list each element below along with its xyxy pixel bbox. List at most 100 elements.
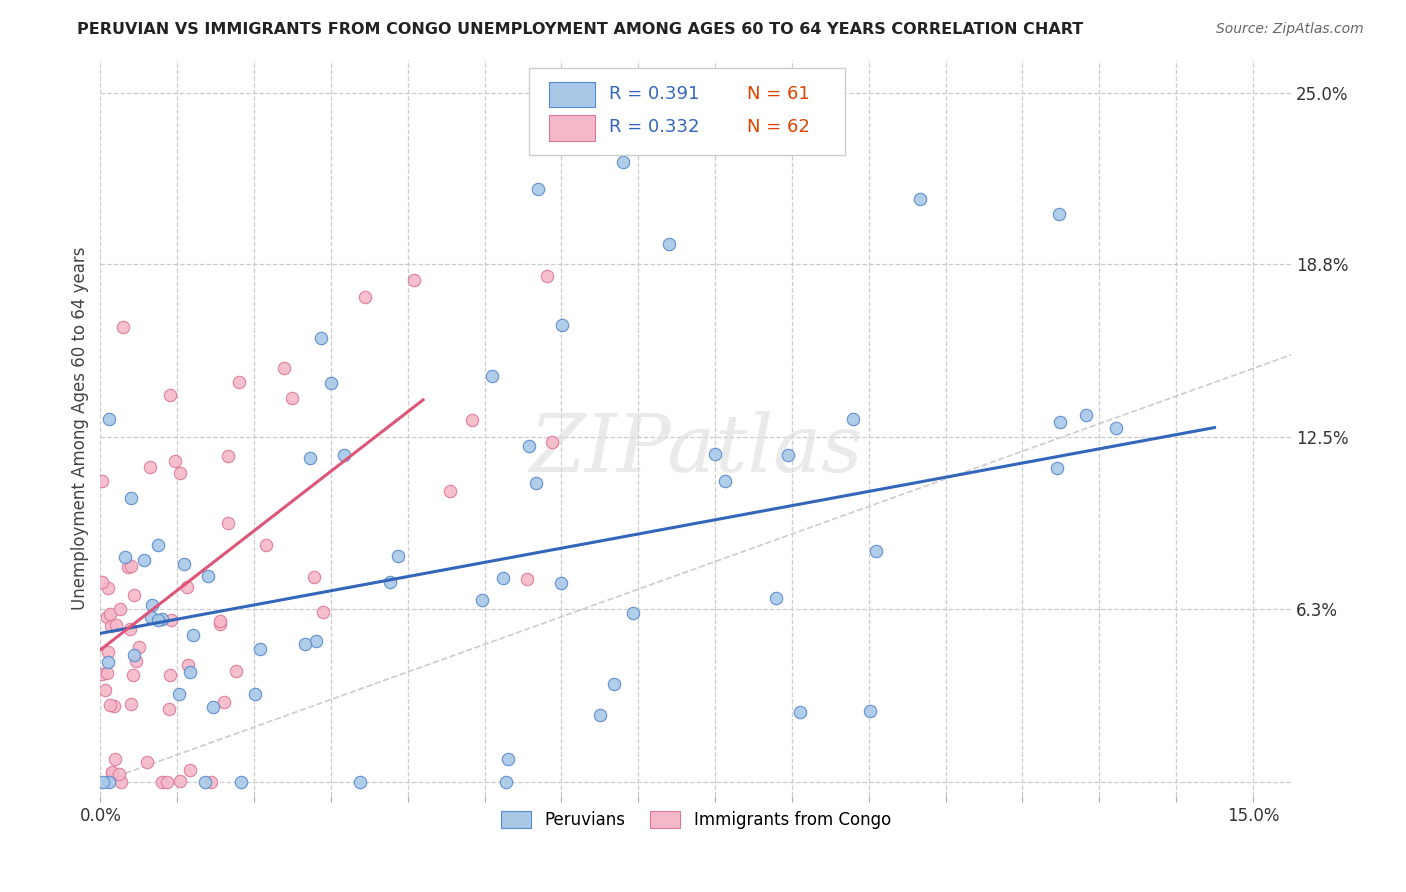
Point — [621, 607, 644, 621]
Point — [231, 775, 253, 789]
Point — [157, 702, 180, 716]
Point — [589, 708, 612, 723]
Point — [281, 392, 304, 406]
Point — [120, 491, 142, 506]
Text: ZIPatlas: ZIPatlas — [529, 411, 863, 489]
Point — [550, 576, 572, 591]
Point — [789, 705, 811, 719]
Point — [141, 599, 163, 613]
Point — [134, 552, 156, 566]
Point — [214, 694, 236, 708]
Point — [309, 330, 332, 344]
Point — [319, 376, 342, 390]
Text: Source: ZipAtlas.com: Source: ZipAtlas.com — [1216, 22, 1364, 37]
Point — [177, 657, 200, 672]
Point — [181, 627, 204, 641]
Text: N = 62: N = 62 — [747, 119, 810, 136]
Point — [97, 775, 120, 789]
Point — [120, 697, 142, 711]
Point — [228, 376, 250, 390]
Point — [333, 448, 356, 462]
Point — [603, 677, 626, 691]
Point — [217, 449, 239, 463]
Point — [139, 610, 162, 624]
Point — [527, 182, 550, 196]
Point — [107, 767, 129, 781]
Point — [97, 655, 120, 669]
Point — [91, 667, 114, 681]
Point — [225, 665, 247, 679]
Point — [104, 752, 127, 766]
Point — [714, 474, 737, 488]
Point — [91, 474, 114, 488]
Point — [97, 645, 120, 659]
Point — [1047, 207, 1070, 221]
Point — [146, 613, 169, 627]
Point — [169, 773, 191, 788]
Point — [305, 633, 328, 648]
Point — [167, 687, 190, 701]
Point — [243, 687, 266, 701]
Point — [294, 637, 316, 651]
Point — [540, 435, 562, 450]
Point — [120, 559, 142, 574]
Point — [152, 612, 174, 626]
Point — [98, 412, 121, 426]
Point — [200, 775, 222, 789]
Point — [101, 764, 124, 779]
Point — [112, 320, 135, 334]
Bar — [550, 82, 595, 107]
Point — [91, 775, 114, 789]
FancyBboxPatch shape — [529, 69, 845, 155]
Point — [97, 581, 120, 595]
Point — [1076, 408, 1098, 422]
Point — [114, 550, 136, 565]
Point — [273, 361, 295, 376]
Point — [103, 699, 125, 714]
Point — [311, 605, 333, 619]
Point — [108, 602, 131, 616]
Point — [122, 588, 145, 602]
Point — [156, 775, 179, 789]
Point — [118, 622, 141, 636]
Text: R = 0.332: R = 0.332 — [609, 119, 699, 136]
Legend: Peruvians, Immigrants from Congo: Peruvians, Immigrants from Congo — [495, 804, 897, 836]
Point — [136, 755, 159, 769]
Point — [354, 290, 377, 304]
Bar — [550, 115, 595, 141]
Point — [254, 538, 277, 552]
Point — [209, 614, 232, 628]
Point — [179, 763, 201, 777]
Point — [93, 682, 115, 697]
Point — [842, 412, 865, 426]
Point — [110, 775, 132, 789]
Point — [90, 575, 112, 590]
Point — [516, 573, 538, 587]
Point — [612, 154, 634, 169]
Point — [380, 575, 402, 590]
Point — [104, 618, 127, 632]
Point — [160, 613, 183, 627]
Point — [163, 454, 186, 468]
Point — [404, 273, 426, 287]
Point — [865, 544, 887, 558]
Point — [387, 549, 409, 563]
Point — [1105, 421, 1128, 435]
Point — [765, 591, 787, 605]
Point — [471, 593, 494, 607]
Point — [100, 619, 122, 633]
Point — [551, 318, 574, 333]
Point — [704, 446, 727, 460]
Point — [128, 640, 150, 655]
Point — [159, 668, 181, 682]
Point — [146, 538, 169, 552]
Point — [124, 654, 146, 668]
Text: PERUVIAN VS IMMIGRANTS FROM CONGO UNEMPLOYMENT AMONG AGES 60 TO 64 YEARS CORRELA: PERUVIAN VS IMMIGRANTS FROM CONGO UNEMPL… — [77, 22, 1084, 37]
Point — [519, 439, 541, 453]
Point — [209, 616, 232, 631]
Point — [169, 466, 191, 480]
Point — [910, 192, 932, 206]
Point — [202, 700, 225, 714]
Point — [298, 451, 321, 466]
Point — [481, 368, 503, 383]
